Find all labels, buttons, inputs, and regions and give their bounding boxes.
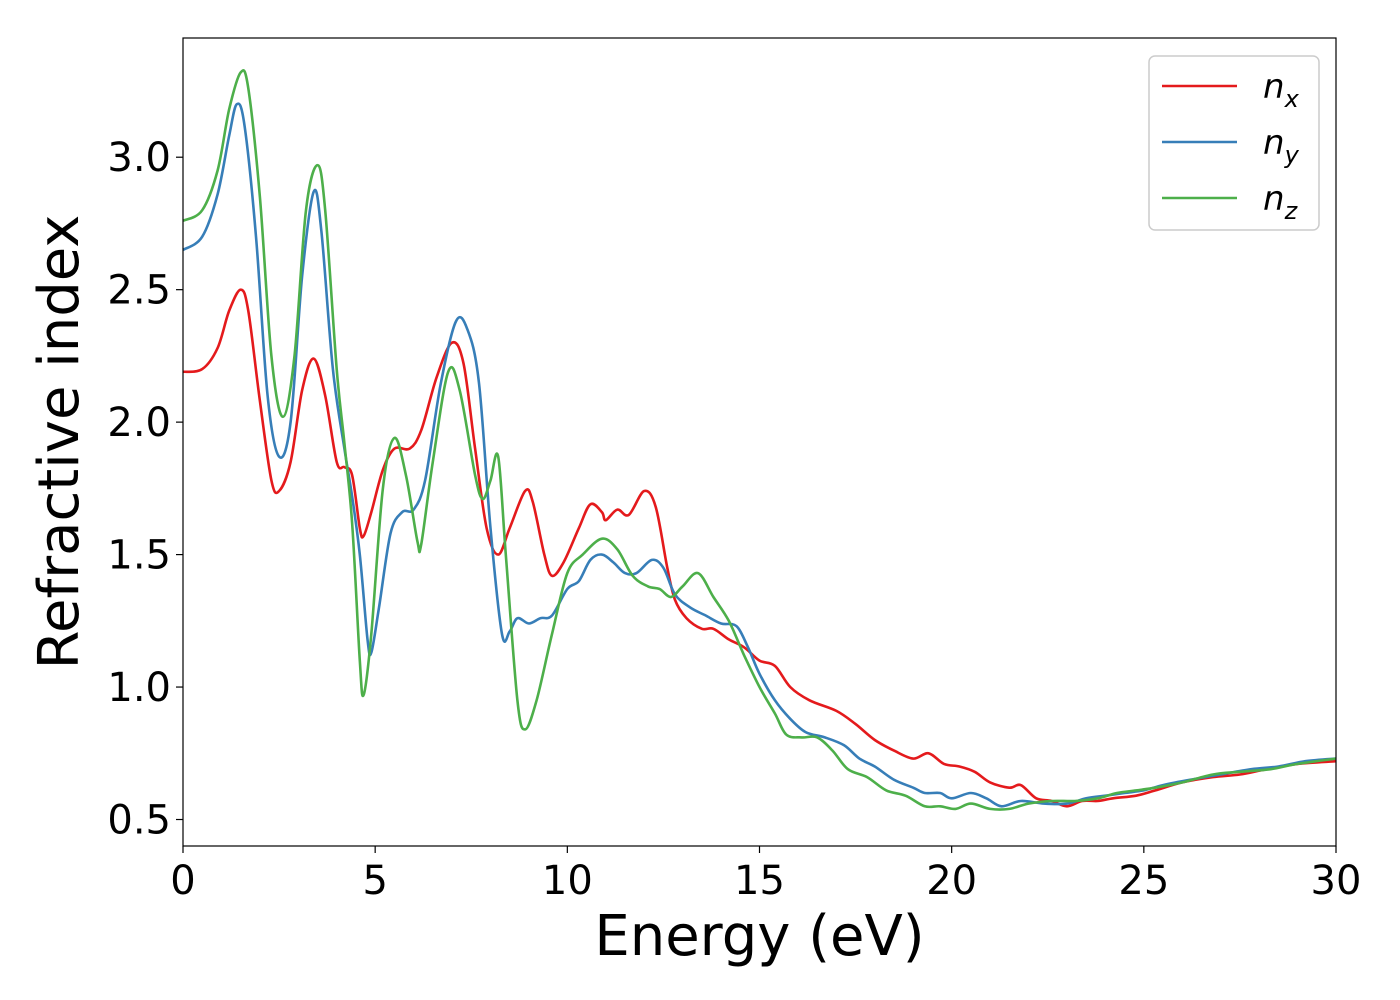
x-tick-label: 5 xyxy=(362,858,387,904)
x-tick-label: 15 xyxy=(734,858,785,904)
x-tick-label: 25 xyxy=(1118,858,1169,904)
y-tick-label: 1.5 xyxy=(107,533,171,579)
x-tick-label: 20 xyxy=(926,858,977,904)
y-tick-label: 2.5 xyxy=(107,268,171,314)
y-tick-label: 1.0 xyxy=(107,665,171,711)
legend: nx ny nz xyxy=(1148,55,1320,231)
y-tick-label: 3.0 xyxy=(107,135,171,181)
series-line-z xyxy=(182,69,1337,811)
x-axis-label: Energy (eV) xyxy=(594,904,924,969)
x-axis-ticks: 0 5 10 15 20 25 30 xyxy=(170,846,1361,904)
y-axis-ticks: 0.5 1.0 1.5 2.0 2.5 3.0 xyxy=(107,135,183,844)
series-layer xyxy=(182,69,1337,811)
x-tick-label: 10 xyxy=(542,858,593,904)
plot-frame xyxy=(182,37,1337,847)
legend-label-y: ny xyxy=(1263,123,1300,169)
series-line-y xyxy=(182,102,1337,808)
series-line-x xyxy=(182,288,1337,808)
y-tick-label: 2.0 xyxy=(107,400,171,446)
legend-label-z: nz xyxy=(1263,179,1299,225)
x-tick-label: 30 xyxy=(1311,858,1362,904)
x-tick-label: 0 xyxy=(170,858,195,904)
legend-label-x: nx xyxy=(1263,67,1300,113)
y-tick-label: 0.5 xyxy=(107,798,171,844)
y-axis-label: Refractive index xyxy=(27,215,92,670)
